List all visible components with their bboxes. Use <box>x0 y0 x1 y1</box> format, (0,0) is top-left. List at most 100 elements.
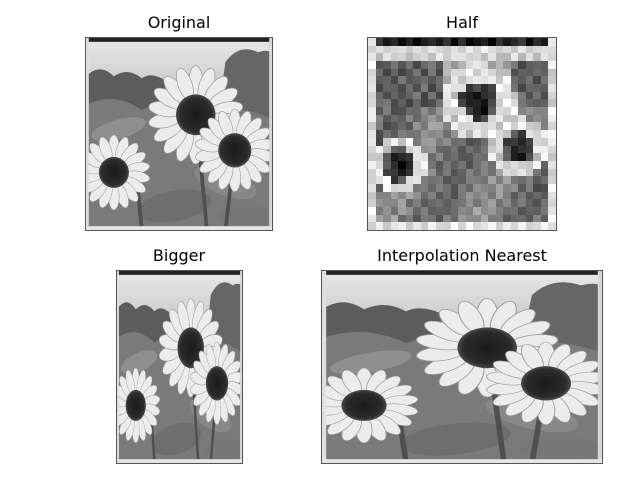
image-pixel <box>488 130 496 138</box>
image-pixel <box>443 45 451 54</box>
image-pixel <box>533 176 541 184</box>
image-pixel <box>428 122 436 131</box>
image-pixel <box>518 153 526 161</box>
image-pixel <box>503 137 511 146</box>
image-pixel <box>480 122 489 131</box>
image-pixel <box>465 68 474 77</box>
image-pixel <box>390 222 399 230</box>
image-pixel <box>525 114 534 123</box>
image-pixel <box>398 99 406 108</box>
image-pixel <box>495 130 504 138</box>
image-pixel <box>383 61 391 69</box>
image-pixel <box>480 61 489 69</box>
image-pixel <box>458 76 466 85</box>
image-pixel <box>473 183 481 192</box>
image-pixel <box>398 153 406 161</box>
image-pixel <box>525 84 534 92</box>
image-pixel <box>368 191 376 200</box>
image-pixel <box>398 222 406 230</box>
image-pixel <box>383 38 391 46</box>
image-pixel <box>420 214 429 223</box>
image-pixel <box>540 176 549 184</box>
image-pixel <box>495 206 504 215</box>
image-pixel <box>548 38 556 46</box>
image-pixel <box>450 183 459 192</box>
image-pixel <box>503 176 511 184</box>
image-pixel <box>420 91 429 100</box>
image-pixel <box>473 107 481 115</box>
image-pixel <box>443 53 451 62</box>
image-pixel <box>375 68 384 77</box>
image-pixel <box>413 176 421 184</box>
image-pixel <box>413 145 421 154</box>
image-pixel <box>368 168 376 177</box>
image-pixel <box>540 222 549 230</box>
image-pixel <box>525 68 534 77</box>
image-pixel <box>495 214 504 223</box>
image-pixel <box>420 84 429 92</box>
image-pixel <box>428 222 436 230</box>
image-pixel <box>488 214 496 223</box>
image-pixel <box>458 206 466 215</box>
image-pixel <box>398 76 406 85</box>
image-pixel <box>465 84 474 92</box>
image-pixel <box>398 38 406 46</box>
image-pixel <box>503 160 511 169</box>
image-pixel <box>443 38 451 46</box>
image-pixel <box>518 91 526 100</box>
image-pixel <box>510 199 519 207</box>
image-pixel <box>533 38 541 46</box>
image-pixel <box>495 191 504 200</box>
image-pixel <box>488 153 496 161</box>
image-pixel <box>518 130 526 138</box>
image-pixel <box>383 176 391 184</box>
image-pixel <box>458 45 466 54</box>
image-pixel <box>443 91 451 100</box>
image-pixel <box>548 206 556 215</box>
image-pixel <box>390 168 399 177</box>
image-pixel <box>525 137 534 146</box>
image-pixel <box>375 114 384 123</box>
image-pixel <box>383 84 391 92</box>
image-pixel <box>428 114 436 123</box>
image-pixel <box>465 45 474 54</box>
image-pixel <box>465 168 474 177</box>
image-pixel <box>518 222 526 230</box>
image-pixel <box>540 130 549 138</box>
image-pixel <box>368 160 376 169</box>
image-half <box>367 37 557 231</box>
image-pixel <box>458 153 466 161</box>
image-pixel <box>398 176 406 184</box>
image-pixel <box>488 168 496 177</box>
image-pixel <box>443 76 451 85</box>
image-pixel <box>435 153 444 161</box>
image-pixel <box>450 214 459 223</box>
image-pixel <box>420 183 429 192</box>
image-pixel <box>518 199 526 207</box>
image-pixel <box>465 76 474 85</box>
image-pixel <box>473 61 481 69</box>
image-pixel <box>428 45 436 54</box>
image-pixel <box>405 168 414 177</box>
image-pixel <box>458 214 466 223</box>
image-pixel <box>510 176 519 184</box>
image-pixel <box>533 214 541 223</box>
image-pixel <box>480 68 489 77</box>
image-pixel <box>435 137 444 146</box>
image-pixel <box>383 160 391 169</box>
image-pixel <box>383 99 391 108</box>
image-pixel <box>525 176 534 184</box>
image-pixel <box>510 99 519 108</box>
image-pixel <box>458 107 466 115</box>
image-pixel <box>480 160 489 169</box>
image-pixel <box>540 145 549 154</box>
image-pixel <box>548 107 556 115</box>
image-pixel <box>443 214 451 223</box>
image-pixel <box>465 199 474 207</box>
image-pixel <box>375 107 384 115</box>
image-pixel <box>420 61 429 69</box>
image-pixel <box>503 114 511 123</box>
image-pixel <box>450 191 459 200</box>
image-pixel <box>390 61 399 69</box>
